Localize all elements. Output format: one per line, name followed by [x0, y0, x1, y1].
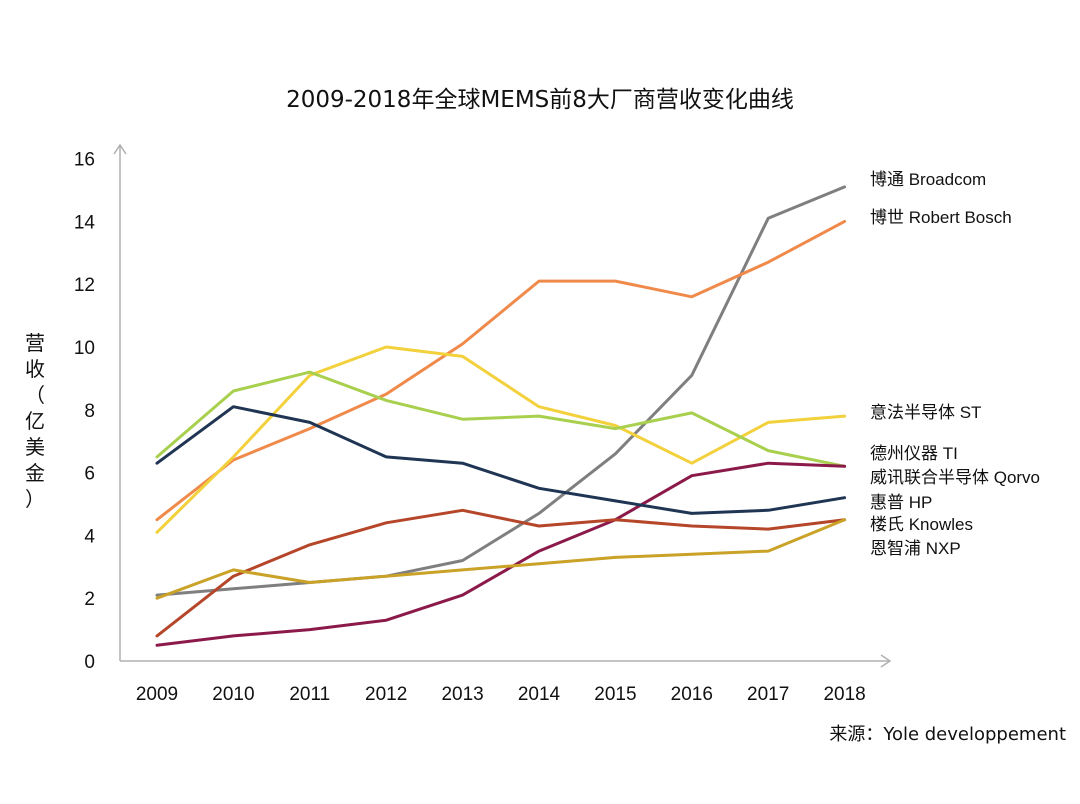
x-tick-label: 2012 [365, 684, 407, 705]
legend-entry: 惠普 HP [870, 493, 932, 512]
legend-entry: 德州仪器 TI [870, 444, 958, 463]
y-axis-label: 营收（亿美金） [20, 330, 50, 512]
x-tick-label: 2009 [136, 684, 178, 705]
x-tick-label: 2016 [671, 684, 713, 705]
y-tick-label: 8 [84, 401, 95, 422]
y-tick-label: 12 [74, 275, 95, 296]
x-tick-label: 2010 [212, 684, 254, 705]
y-tick-label: 2 [84, 589, 95, 610]
chart-title: 2009-2018年全球MEMS前8大厂商营收变化曲线 [286, 87, 794, 113]
y-axis-label-char: 金 [25, 461, 45, 485]
series-line [155, 219, 847, 522]
y-axis-label-char: 收 [25, 357, 45, 381]
y-tick-label: 6 [84, 464, 95, 485]
legend-entry: 博世 Robert Bosch [870, 208, 1012, 227]
y-axis-arrow [113, 143, 127, 155]
x-tick-label: 2013 [441, 684, 483, 705]
legend-entry: 威讯联合半导体 Qorvo [870, 468, 1040, 487]
series-line [155, 461, 847, 647]
y-axis-label-char: 营 [25, 331, 45, 355]
series-line [155, 185, 847, 597]
series-line [155, 518, 847, 600]
legend-entry: 博通 Broadcom [870, 170, 986, 189]
series-line [155, 345, 847, 534]
legend-entry: 意法半导体 ST [870, 403, 981, 422]
legend-entry: 恩智浦 NXP [870, 539, 961, 558]
x-axis-arrow [880, 654, 892, 668]
y-axis-label-char: （ [25, 383, 45, 407]
y-tick-label: 16 [74, 150, 95, 171]
x-tick-label: 2014 [518, 684, 561, 705]
source-note: 来源：Yole developpement [829, 724, 1066, 745]
y-axis-label-char: 美 [25, 435, 45, 459]
y-axis-label-char: 亿 [25, 409, 45, 433]
x-tick-label: 2011 [289, 684, 330, 705]
y-tick-label: 14 [74, 212, 96, 233]
x-tick-label: 2017 [747, 684, 789, 705]
x-tick-label: 2018 [823, 684, 865, 705]
series-line [155, 508, 847, 638]
y-axis-label-char: ） [25, 487, 45, 511]
y-tick-label: 10 [74, 338, 95, 359]
series-line [155, 405, 847, 515]
y-tick-label: 4 [84, 526, 95, 547]
series-line [155, 370, 847, 468]
x-tick-label: 2015 [594, 684, 636, 705]
legend-entry: 楼氏 Knowles [870, 515, 973, 534]
y-tick-label: 0 [84, 652, 95, 673]
